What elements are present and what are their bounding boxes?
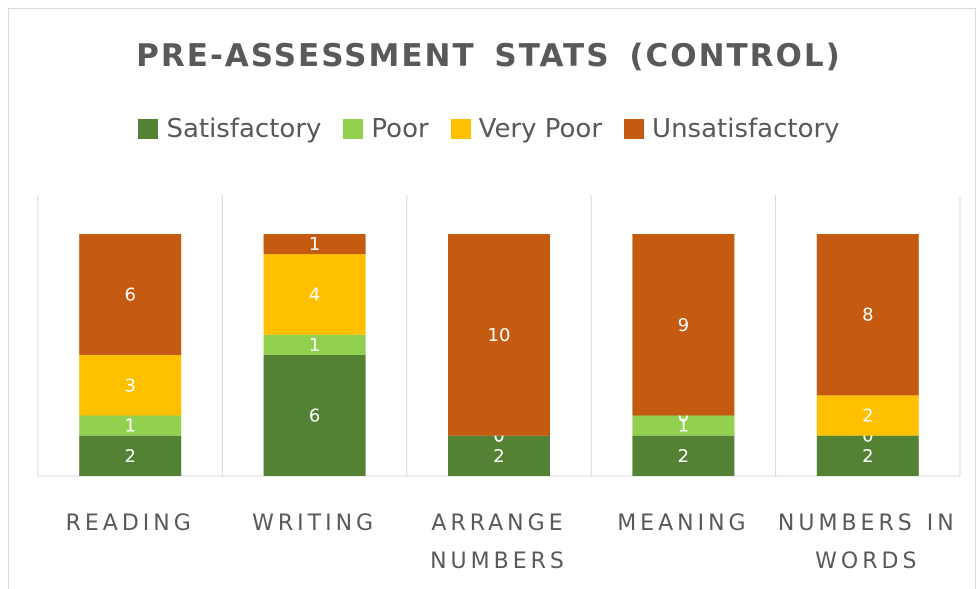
bar-segment [79,415,182,436]
data-label: 1 [124,416,135,437]
data-label: 2 [678,446,689,467]
data-label: 0 [678,406,689,427]
data-label: 2 [862,446,873,467]
bar-segment [632,415,735,436]
x-tick-label: MEANING [617,511,750,536]
data-label: 4 [309,285,320,306]
legend-swatch [138,119,159,139]
bar-segment [816,395,919,436]
data-label: 0 [493,426,504,447]
x-tick-label: WRITING [252,511,378,536]
data-label: 2 [124,446,135,467]
x-tick-label: NUMBERS IN WORDS [777,511,958,574]
bar-segment [816,234,919,396]
chart-title: PRE-ASSESSMENT STATS (CONTROL) [136,38,842,74]
bar-segment [263,334,366,355]
bar-segment [79,435,182,476]
legend-label: Unsatisfactory [652,114,840,144]
data-label: 10 [488,325,511,346]
data-label: 6 [124,285,135,306]
data-label: 2 [862,406,873,427]
data-label: 8 [862,305,873,326]
bar-segment [448,435,550,476]
data-label: 6 [309,406,320,427]
bar-segment [632,234,735,416]
legend-swatch [624,119,645,139]
bar-segment [263,234,366,255]
legend-item: Satisfactory [138,114,321,144]
bar-segment [263,254,366,335]
data-label: 9 [678,315,689,336]
x-tick-label: ARRANGE NUMBERS [430,511,568,574]
legend-item: Unsatisfactory [624,114,840,144]
legend-label: Very Poor [478,114,603,144]
legend-swatch [450,119,471,139]
bar-segment [448,234,550,436]
legend-label: Satisfactory [166,114,322,144]
legend-swatch [343,119,364,139]
bar-segment [816,435,919,476]
chart-border [8,8,976,589]
bar-segment [79,234,182,355]
data-label: 1 [309,335,320,356]
data-label: 2 [493,446,504,467]
bar-segment [632,435,735,476]
data-label: 1 [678,416,689,437]
bar-segment [263,355,366,476]
data-label: 0 [862,426,873,447]
bar-segment [79,355,182,416]
data-label: 1 [309,234,320,255]
data-label: 0 [493,426,504,447]
legend-item: Poor [343,114,429,144]
x-tick-label: READING [65,511,195,536]
legend-label: Poor [371,114,429,144]
legend: Satisfactory Poor Very Poor Unsatisfactory [0,114,978,144]
legend-item: Very Poor [450,114,603,144]
data-label: 3 [124,375,135,396]
